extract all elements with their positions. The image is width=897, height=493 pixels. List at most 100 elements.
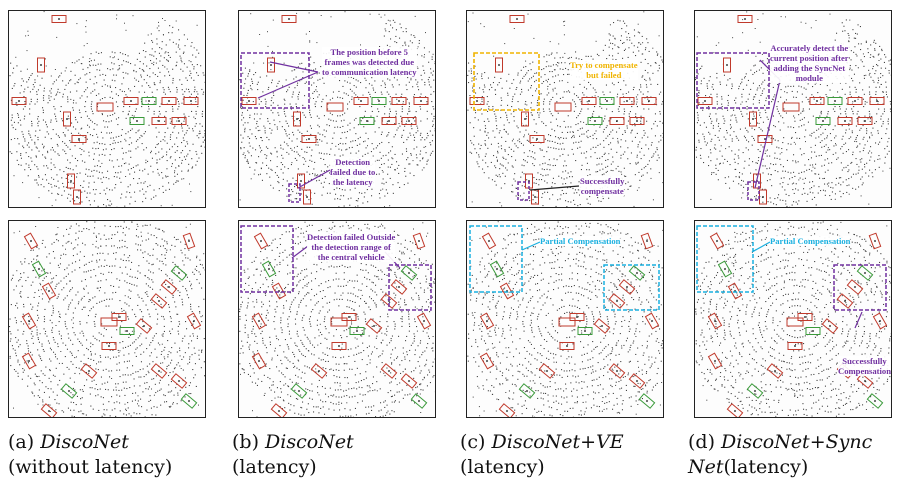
lidar-point	[863, 147, 865, 149]
lidar-point	[543, 68, 545, 70]
lidar-point	[587, 108, 589, 110]
lidar-point	[182, 52, 184, 54]
lidar-point	[829, 149, 831, 151]
lidar-point	[495, 167, 497, 169]
lidar-point	[628, 115, 630, 117]
lidar-point	[122, 152, 124, 154]
lidar-point	[277, 82, 279, 84]
lidar-point	[404, 170, 406, 172]
lidar-point	[753, 137, 755, 139]
lidar-point	[117, 383, 119, 385]
lidar-point	[840, 162, 842, 164]
lidar-point	[10, 139, 12, 141]
lidar-point	[46, 335, 48, 337]
lidar-point	[738, 157, 740, 159]
lidar-point	[801, 125, 803, 127]
lidar-point	[754, 64, 756, 66]
lidar-point	[870, 76, 872, 78]
lidar-point	[115, 172, 117, 174]
lidar-point	[739, 172, 741, 174]
lidar-point	[156, 356, 158, 358]
lidar-point	[735, 102, 737, 104]
lidar-point	[803, 182, 805, 184]
lidar-point	[557, 137, 559, 139]
lidar-point	[852, 187, 854, 189]
lidar-point	[804, 192, 806, 194]
lidar-point	[197, 106, 199, 108]
lidar-point	[501, 87, 503, 89]
lidar-point	[41, 343, 43, 345]
lidar-point	[323, 158, 325, 160]
lidar-point	[278, 80, 280, 82]
lidar-point	[432, 134, 434, 136]
lidar-point	[108, 121, 110, 123]
lidar-point	[135, 165, 137, 167]
lidar-point	[612, 48, 614, 50]
lidar-point	[79, 321, 81, 323]
lidar-point	[860, 49, 862, 51]
lidar-point	[544, 180, 546, 182]
lidar-point	[878, 53, 880, 55]
lidar-point	[709, 149, 711, 151]
lidar-point	[24, 88, 26, 90]
lidar-point	[244, 122, 246, 124]
lidar-point	[51, 205, 53, 207]
lidar-point	[73, 99, 75, 101]
lidar-point	[151, 54, 153, 56]
lidar-point	[708, 108, 710, 110]
lidar-point	[755, 195, 757, 197]
lidar-point	[156, 296, 158, 298]
lidar-point	[793, 192, 795, 194]
lidar-point	[859, 143, 861, 145]
lidar-point	[380, 189, 382, 191]
lidar-point	[50, 92, 52, 94]
lidar-point	[768, 129, 770, 131]
lidar-point	[64, 297, 66, 299]
lidar-point	[64, 142, 66, 144]
lidar-point	[826, 135, 828, 137]
lidar-point	[167, 340, 169, 342]
lidar-point	[332, 91, 334, 93]
lidar-point	[506, 169, 508, 171]
lidar-point	[380, 133, 382, 135]
lidar-point	[247, 136, 249, 138]
lidar-point	[643, 130, 645, 132]
lidar-point	[109, 154, 111, 156]
lidar-point	[93, 59, 95, 61]
lidar-point	[565, 192, 567, 194]
lidar-point	[565, 67, 567, 69]
lidar-point	[22, 145, 24, 147]
lidar-point	[729, 187, 731, 189]
lidar-point	[875, 42, 877, 44]
lidar-point	[856, 135, 858, 137]
lidar-point	[268, 62, 270, 64]
lidar-point	[165, 44, 167, 46]
lidar-point	[365, 147, 367, 149]
lidar-point	[852, 173, 854, 175]
lidar-point	[389, 101, 391, 103]
lidar-point	[156, 162, 158, 164]
vehicle-box	[303, 189, 311, 205]
lidar-point	[148, 106, 150, 108]
lidar-point	[780, 89, 782, 91]
lidar-point	[762, 81, 764, 83]
lidar-point	[517, 147, 519, 149]
lidar-point	[64, 323, 66, 325]
lidar-point	[90, 351, 92, 353]
lidar-point	[317, 132, 319, 134]
lidar-point	[286, 180, 288, 182]
lidar-point	[127, 73, 129, 75]
lidar-point	[760, 164, 762, 166]
lidar-point	[158, 115, 160, 117]
lidar-point	[519, 93, 521, 95]
lidar-point	[573, 93, 575, 95]
lidar-point	[862, 138, 864, 140]
lidar-point	[882, 121, 884, 123]
lidar-point	[150, 150, 152, 152]
lidar-point	[173, 127, 175, 129]
lidar-point	[296, 151, 298, 153]
lidar-point	[308, 180, 309, 182]
lidar-point	[85, 26, 87, 28]
lidar-point	[702, 133, 704, 135]
lidar-point	[107, 170, 109, 172]
